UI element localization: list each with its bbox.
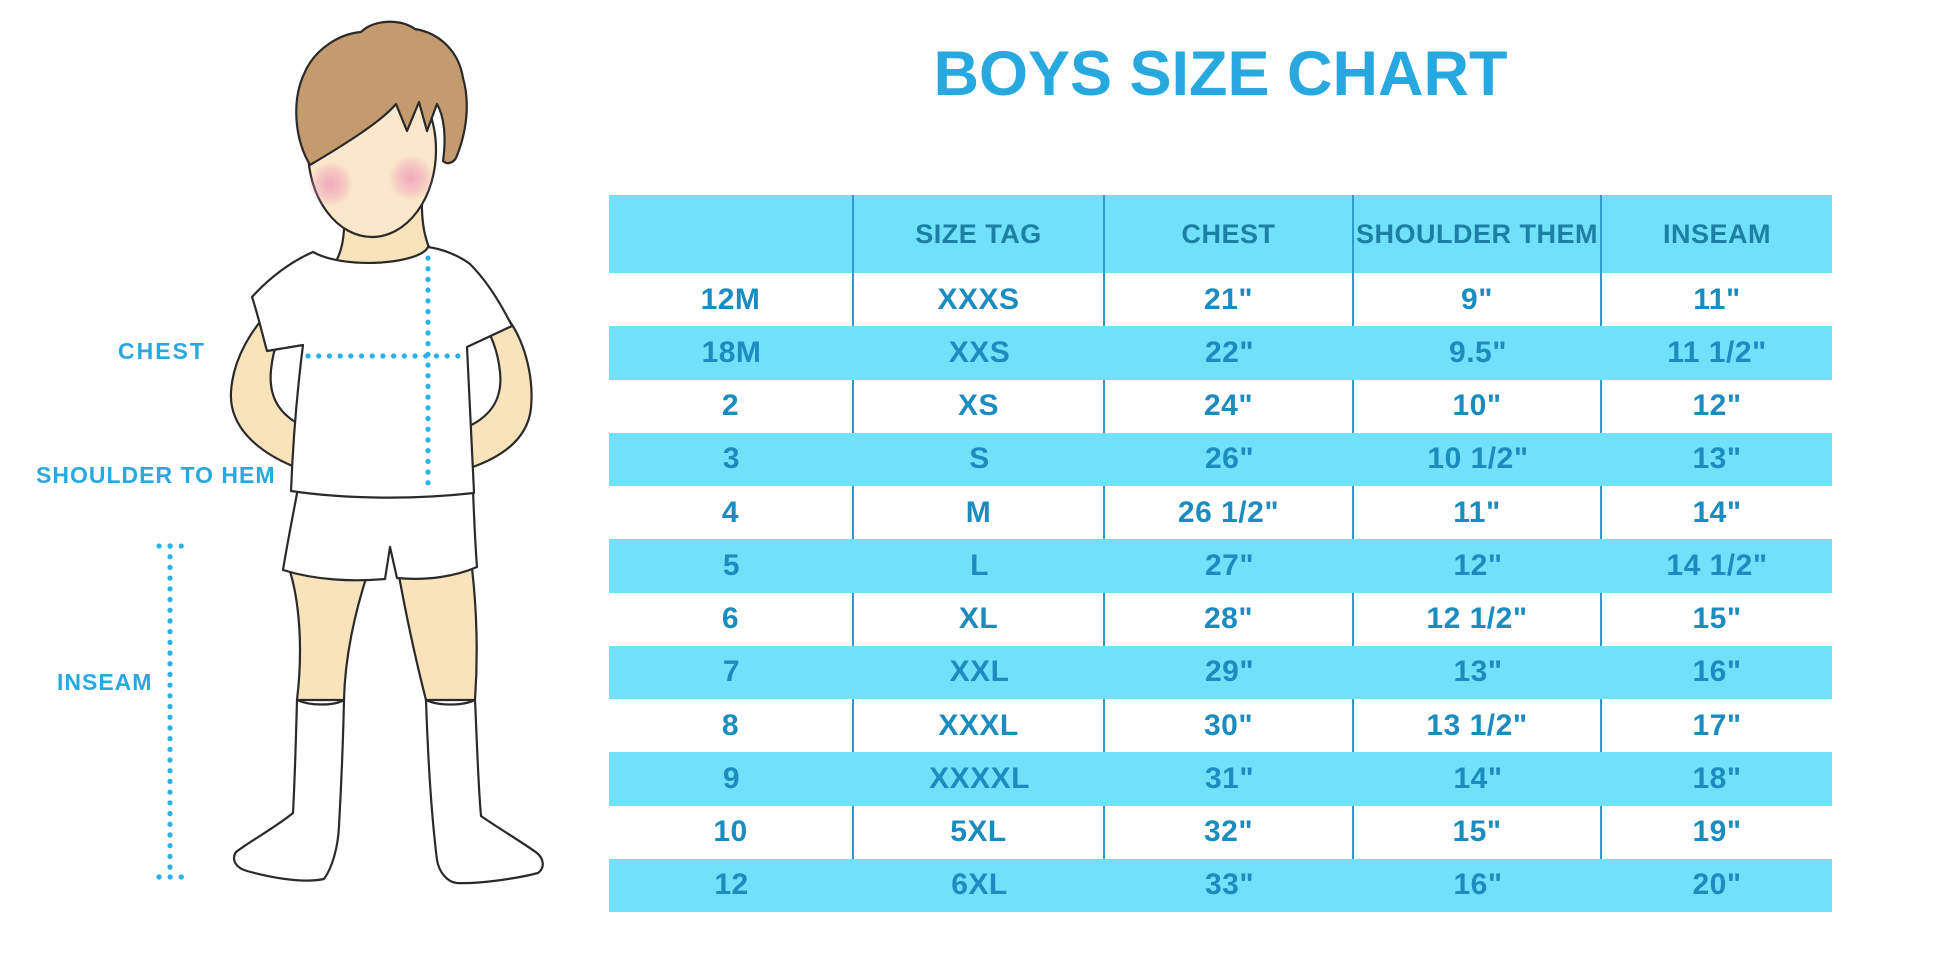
table-cell: XXXS [854, 273, 1105, 327]
table-cell: 18" [1692, 761, 1742, 795]
table-cell: 9" [1354, 273, 1602, 327]
table-cell: 13" [1692, 442, 1742, 476]
table-cell: 26 1/2" [1105, 486, 1354, 540]
table-cell: 13" [1453, 655, 1503, 689]
table-cell: 14 1/2" [1666, 548, 1768, 582]
table-cell: 10 [609, 805, 854, 859]
table-cell: 22" [1204, 335, 1255, 369]
table-cell: 16" [1453, 868, 1503, 902]
table-cell: M [854, 486, 1105, 540]
table-cell: XXL [949, 655, 1010, 689]
table-cell: 11 1/2" [1667, 335, 1767, 369]
header-cell-size [609, 195, 854, 273]
table-cell: XXXXL [929, 761, 1030, 795]
table-row: 18M XXS 22" 9.5" 11 1/2" [609, 326, 1832, 380]
table-cell: 3 [722, 442, 741, 476]
cheek-left [308, 161, 354, 207]
table-cell: 21" [1105, 273, 1354, 327]
page-title: BOYS SIZE CHART [933, 39, 1508, 109]
table-cell: 13 1/2" [1354, 699, 1602, 753]
table-cell: 19" [1692, 815, 1742, 849]
header-cell-chest: CHEST [1105, 195, 1354, 273]
table-cell: 31" [1204, 761, 1255, 795]
header-cell-inseam: INSEAM [1662, 218, 1771, 249]
table-cell: 32" [1105, 805, 1354, 859]
table-row: 12M XXXS 21" 9" 11" [609, 273, 1832, 327]
table-cell: 24" [1105, 379, 1354, 433]
shoulder-to-hem-label: SHOULDER TO HEM [36, 462, 276, 488]
table-cell: 28" [1105, 592, 1354, 646]
table-cell: 2 [609, 379, 854, 433]
table-row: 8 XXXL 30" 13 1/2" 17" [609, 699, 1832, 753]
table-cell: 14" [1692, 495, 1742, 529]
table-cell: 12" [1692, 389, 1742, 423]
table-cell: XL [854, 592, 1105, 646]
table-row: 5 L 27" 12" 14 1/2" [609, 539, 1832, 593]
table-cell: 12 [714, 868, 749, 902]
size-table-body: 12M XXXS 21" 9" 11" 18M XXS 22" 9.5" 11 1/2" 2 XS 24… [609, 273, 1832, 912]
right-sock [424, 698, 544, 885]
hair [295, 20, 468, 167]
left-leg [286, 563, 370, 702]
boy-illustration [156, 20, 544, 885]
size-chart-table: SIZE TAG CHEST SHOULDER THEM INSEAM 12M X… [609, 195, 1832, 912]
table-cell: 12" [1453, 548, 1503, 582]
header-cell-size-tag: SIZE TAG [854, 195, 1105, 273]
table-header-row: SIZE TAG CHEST SHOULDER THEM INSEAM [609, 195, 1832, 273]
shorts [281, 486, 479, 582]
table-cell: 9 [722, 761, 741, 795]
shirt [250, 245, 514, 499]
table-cell: 6XL [951, 868, 1008, 902]
table-row: 7 XXL 29" 13" 16" [609, 645, 1832, 699]
table-cell: 4 [609, 486, 854, 540]
table-cell: 12M [609, 273, 854, 327]
table-cell: 11" [1693, 282, 1741, 316]
chest-label: CHEST [118, 338, 206, 364]
inseam-label: INSEAM [57, 669, 153, 695]
table-cell: XXS [948, 335, 1011, 369]
table-row: 9 XXXXL 31" 14" 18" [609, 752, 1832, 806]
table-row: 4 M 26 1/2" 11" 14" [609, 486, 1832, 540]
table-cell: 18M [701, 335, 762, 369]
table-cell: 26" [1204, 442, 1255, 476]
table-cell: 5XL [854, 805, 1105, 859]
table-cell: 29" [1204, 655, 1255, 689]
table-row: 12 6XL 33" 16" 20" [609, 858, 1832, 912]
table-cell: 6 [609, 592, 854, 646]
table-cell: 14" [1453, 761, 1503, 795]
table-cell: 16" [1692, 655, 1742, 689]
cheek-right [388, 155, 434, 201]
table-cell: 15" [1692, 602, 1742, 636]
table-cell: 27" [1204, 548, 1255, 582]
table-row: 2 XS 24" 10" 12" [609, 379, 1832, 433]
table-cell: 20" [1692, 868, 1742, 902]
table-cell: 9.5" [1449, 335, 1507, 369]
header-cell-shoulder-them: SHOULDER THEM [1354, 195, 1602, 273]
table-cell: 10" [1354, 379, 1602, 433]
table-cell: 15" [1354, 805, 1602, 859]
table-cell: 17" [1692, 708, 1742, 742]
table-cell: 10 1/2" [1427, 442, 1529, 476]
table-cell: 5 [722, 548, 741, 582]
right-leg [397, 566, 478, 702]
table-cell: 33" [1204, 868, 1255, 902]
table-row: 10 5XL 32" 15" 19" [609, 805, 1832, 859]
table-cell: 12 1/2" [1354, 592, 1602, 646]
table-cell: XXXL [854, 699, 1105, 753]
table-cell: XS [854, 379, 1105, 433]
table-cell: 8 [609, 699, 854, 753]
table-row: 3 S 26" 10 1/2" 13" [609, 432, 1832, 486]
table-cell: 30" [1105, 699, 1354, 753]
table-cell: 7 [722, 655, 741, 689]
table-cell: L [970, 548, 989, 582]
left-sock [232, 698, 346, 882]
table-cell: S [969, 442, 990, 476]
table-row: 6 XL 28" 12 1/2" 15" [609, 592, 1832, 646]
table-cell: 11" [1354, 486, 1602, 540]
